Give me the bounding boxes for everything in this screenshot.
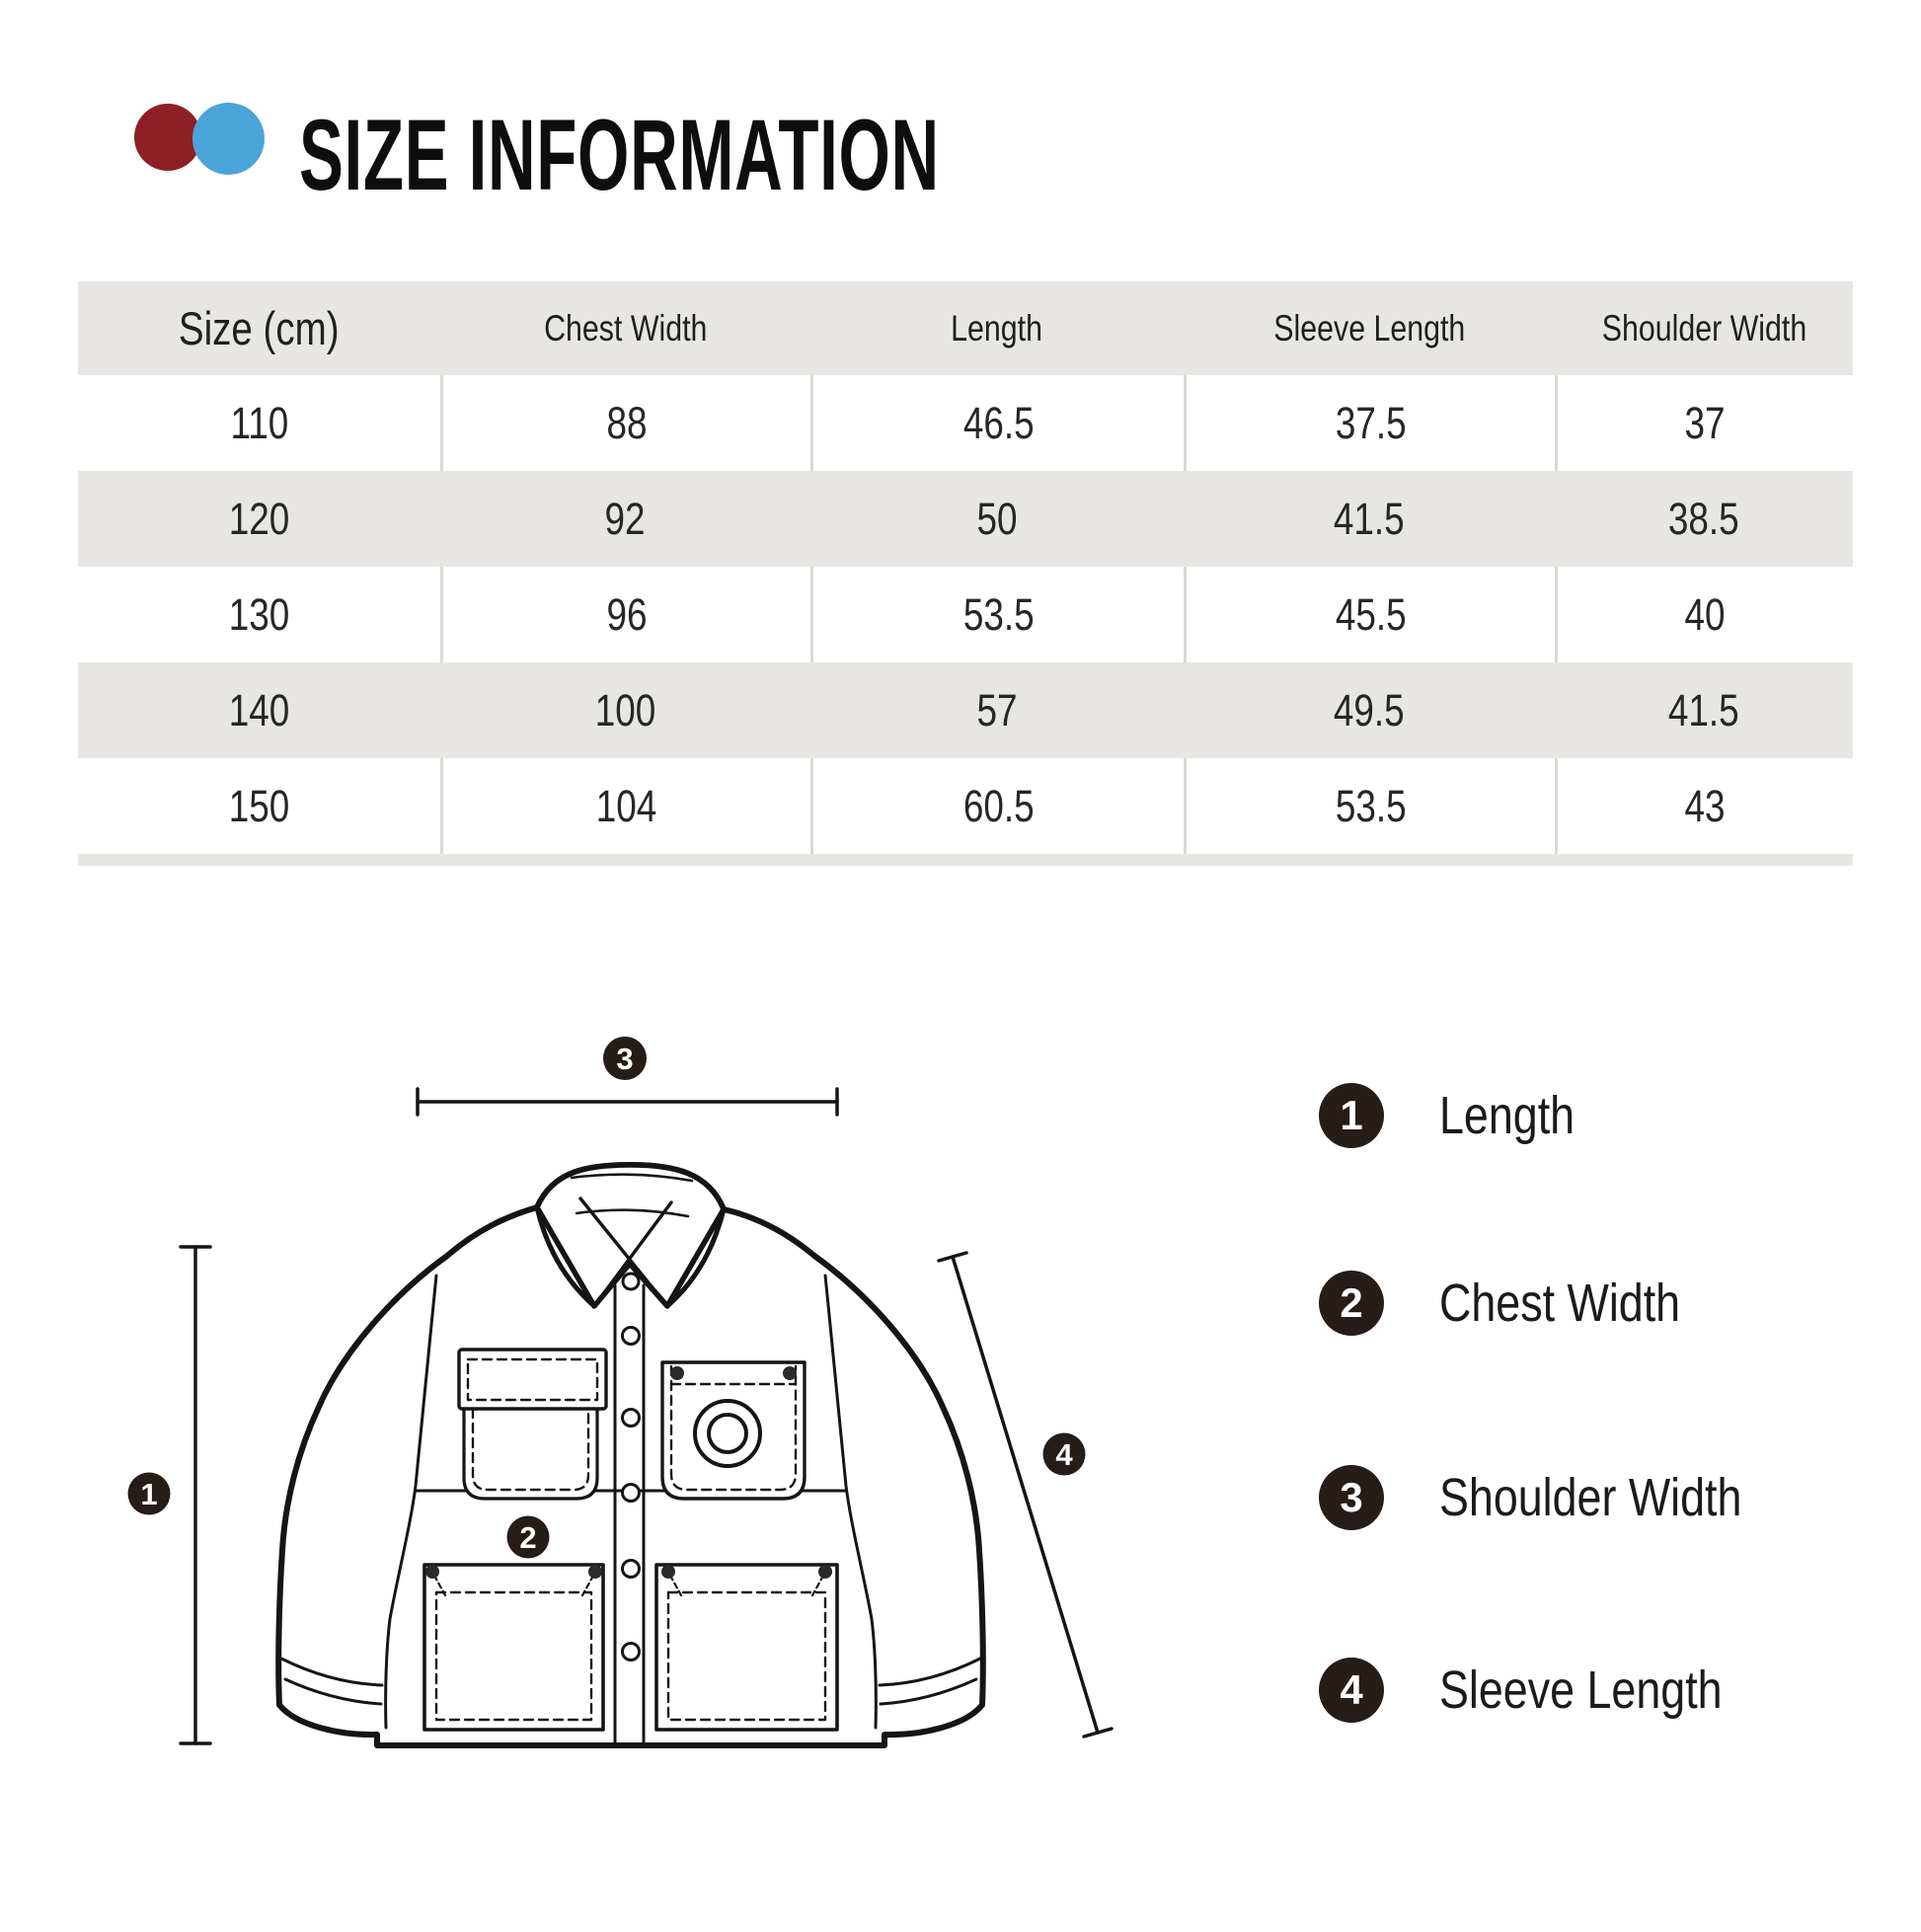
- table-cell: 38.5: [1668, 493, 1739, 544]
- svg-text:3: 3: [616, 1042, 633, 1076]
- column-header-shoulder-width: Shoulder Width: [1601, 307, 1806, 348]
- table-cell: 49.5: [1334, 684, 1405, 735]
- marker-1-badge: 1: [127, 1472, 171, 1515]
- table-cell: 104: [440, 758, 810, 854]
- legend-item-sleeve-length: 4 Sleeve Length: [1319, 1658, 1780, 1723]
- table-cell: 53.5: [1184, 758, 1555, 854]
- table-cell: 50: [976, 493, 1018, 544]
- hip-pocket-left: [423, 1563, 605, 1732]
- rivet-icon: [818, 1565, 832, 1579]
- rivet-icon: [670, 1366, 684, 1380]
- legend-badge-1: 1: [1319, 1083, 1384, 1148]
- chest-pocket-left: [457, 1348, 608, 1501]
- table-cell: 57: [976, 684, 1018, 735]
- legend-label: Chest Width: [1439, 1274, 1681, 1333]
- rivet-icon: [425, 1565, 439, 1579]
- legend-label: Length: [1439, 1086, 1575, 1145]
- diagram-markers: 1 2 3 4: [127, 1037, 1086, 1559]
- legend-label: Sleeve Length: [1439, 1661, 1723, 1720]
- table-cell: 92: [604, 493, 647, 544]
- page-title: SIZE INFORMATION: [299, 99, 940, 211]
- table-cell: 88: [440, 375, 810, 471]
- table-row: 120 92 50 41.5 38.5: [78, 471, 1853, 567]
- rivet-icon: [783, 1366, 797, 1380]
- grommet-icon: [693, 1399, 762, 1468]
- table-cell: 120: [228, 493, 290, 544]
- chest-pocket-right: [660, 1360, 807, 1501]
- button-placket: [613, 1283, 646, 1747]
- measure-line-shoulder-width: [416, 1087, 839, 1117]
- marker-3-badge: 3: [603, 1037, 647, 1080]
- table-header-row: Size (cm) Chest Width Length Sleeve Leng…: [78, 281, 1853, 375]
- table-row: 150 104 60.5 53.5 43: [78, 758, 1853, 854]
- table-cell: 130: [228, 588, 290, 640]
- hip-pocket-right: [654, 1563, 839, 1732]
- table-cell: 140: [228, 684, 290, 735]
- rivet-icon: [588, 1565, 602, 1579]
- garment-diagram: 1 2 3 4: [127, 1037, 1114, 1748]
- table-cell: 45.5: [1184, 567, 1555, 662]
- table-cell: 60.5: [810, 758, 1184, 854]
- table-cell: 37: [1555, 375, 1853, 471]
- table-row: 130 96 53.5 45.5 40: [78, 567, 1853, 662]
- table-cell: 96: [440, 567, 810, 662]
- legend-badge-3: 3: [1319, 1465, 1384, 1530]
- brand-dot-red-icon: [134, 104, 201, 171]
- marker-4-badge: 4: [1042, 1432, 1086, 1476]
- svg-text:4: 4: [1055, 1437, 1073, 1472]
- legend-item-shoulder-width: 3 Shoulder Width: [1319, 1465, 1804, 1530]
- legend-item-chest-width: 2 Chest Width: [1319, 1271, 1729, 1336]
- table-cell: 100: [594, 684, 656, 735]
- svg-text:2: 2: [519, 1520, 536, 1555]
- grommet-icon: [707, 1413, 748, 1454]
- table-row: 110 88 46.5 37.5 37: [78, 375, 1853, 471]
- buttons: [621, 1272, 641, 1662]
- size-table: Size (cm) Chest Width Length Sleeve Leng…: [78, 281, 1853, 866]
- legend-item-length: 1 Length: [1319, 1083, 1602, 1148]
- table-cell: 110: [230, 397, 288, 448]
- table-cell: 41.5: [1334, 493, 1405, 544]
- legend-badge-4: 4: [1319, 1658, 1384, 1723]
- table-cell: 37.5: [1184, 375, 1555, 471]
- column-header-size: Size (cm): [179, 302, 340, 354]
- table-cell: 43: [1555, 758, 1853, 854]
- svg-text:1: 1: [140, 1477, 157, 1511]
- table-footer-strip: [78, 854, 1853, 866]
- table-cell: 46.5: [810, 375, 1184, 471]
- legend-label: Shoulder Width: [1439, 1468, 1742, 1527]
- rivet-icon: [661, 1565, 675, 1579]
- collar: [534, 1162, 727, 1309]
- measure-line-length: [179, 1245, 212, 1745]
- table-cell: 150: [228, 780, 290, 831]
- table-cell: 40: [1555, 567, 1853, 662]
- table-row: 140 100 57 49.5 41.5: [78, 662, 1853, 758]
- legend-badge-2: 2: [1319, 1271, 1384, 1336]
- column-header-length: Length: [951, 307, 1043, 348]
- measure-line-sleeve-length: [937, 1251, 1114, 1739]
- brand-dot-blue-icon: [192, 103, 265, 175]
- table-cell: 41.5: [1668, 684, 1739, 735]
- column-header-chest-width: Chest Width: [543, 307, 708, 348]
- marker-2-badge: 2: [506, 1515, 550, 1559]
- table-cell: 53.5: [810, 567, 1184, 662]
- column-header-sleeve-length: Sleeve Length: [1272, 307, 1466, 348]
